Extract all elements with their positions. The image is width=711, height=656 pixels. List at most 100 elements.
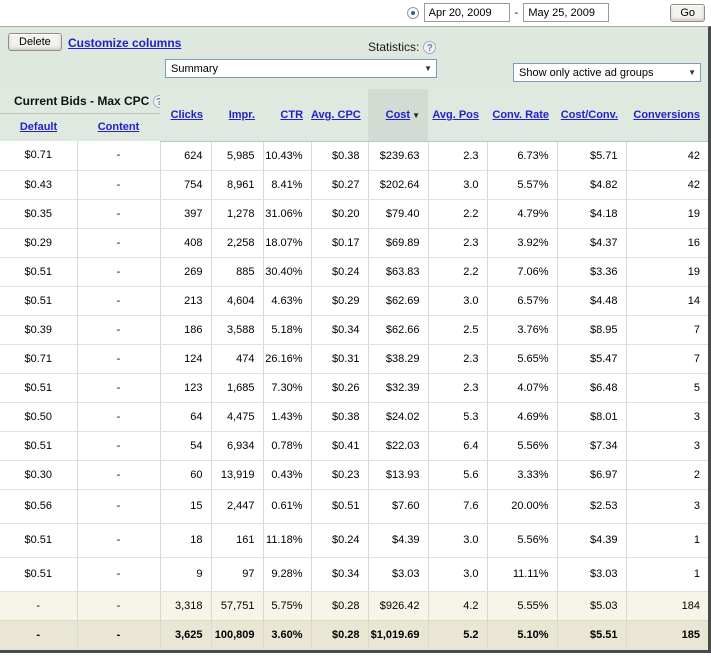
table-cell: 3.76% — [487, 315, 558, 345]
table-cell: 161 — [211, 523, 264, 558]
table-cell: 100,809 — [211, 620, 264, 649]
table-cell: 5.56% — [487, 523, 558, 558]
table-cell: 1 — [626, 523, 709, 558]
sort-default-bid-link[interactable]: Default — [19, 121, 58, 134]
sort-conv-rate-link[interactable]: Conv. Rate — [492, 108, 550, 121]
table-cell: - — [77, 557, 161, 592]
table-cell: 124 — [160, 344, 212, 374]
table-cell: 64 — [160, 402, 212, 432]
table-cell: 10.43% — [263, 141, 312, 171]
table-cell: 2.3 — [428, 344, 488, 374]
group-header-max-cpc: Current Bids - Max CPC ? — [0, 89, 161, 114]
summary-dropdown-value: Summary — [171, 62, 219, 75]
table-cell: 2.2 — [428, 199, 488, 229]
table-cell: 9 — [160, 557, 212, 592]
table-cell: $6.97 — [557, 460, 627, 490]
table-cell: $239.63 — [368, 141, 429, 171]
table-cell: 5.6 — [428, 460, 488, 490]
table-cell: $32.39 — [368, 373, 429, 403]
table-cell: 3,318 — [160, 591, 212, 621]
table-row: $0.50-64 4,475 1.43% $0.38 $24.02 5.3 4.69% $8.… — [0, 402, 709, 432]
sort-clicks-link[interactable]: Clicks — [170, 108, 204, 121]
sort-avg-pos-link[interactable]: Avg. Pos — [432, 108, 480, 121]
end-date-input[interactable] — [523, 3, 610, 22]
table-cell: 3,625 — [160, 620, 212, 649]
statistics-panel: Delete Customize columns Statistics: ? S… — [0, 26, 711, 653]
table-row: $0.71-124 474 26.16% $0.31 $38.29 2.3 5.65% $5.… — [0, 344, 709, 374]
sort-conversions-link[interactable]: Conversions — [633, 108, 701, 121]
table-cell: $3.03 — [368, 557, 429, 592]
table-cell: - — [77, 315, 161, 345]
table-cell: 54 — [160, 431, 212, 461]
start-date-input[interactable] — [423, 3, 510, 22]
sort-cost-conv-link[interactable]: Cost/Conv. — [560, 108, 619, 121]
table-cell: 3.0 — [428, 286, 488, 316]
table-cell: $4.18 — [557, 199, 627, 229]
max-cpc-help-icon[interactable]: ? — [152, 94, 161, 108]
column-header-content-bid: Content — [77, 113, 161, 141]
table-row: $0.43-754 8,961 8.41% $0.27 $202.64 3.0 5.57% $… — [0, 170, 709, 200]
table-cell: 8,961 — [211, 170, 264, 200]
table-row: $0.51-213 4,604 4.63% $0.29 $62.69 3.0 6.57% $4… — [0, 286, 709, 316]
table-row: $0.51-54 6,934 0.78% $0.41 $22.03 6.4 5.56% $7.… — [0, 431, 709, 461]
table-row: $0.56-15 2,447 0.61% $0.51 $7.60 7.6 20.00% $2.… — [0, 489, 709, 524]
sort-content-bid-link[interactable]: Content — [97, 121, 140, 134]
table-cell: $0.26 — [311, 373, 369, 403]
table-cell: $202.64 — [368, 170, 429, 200]
summary-dropdown[interactable]: Summary ▼ — [165, 59, 437, 78]
table-cell: $0.28 — [311, 620, 369, 649]
table-cell: $4.39 — [557, 523, 627, 558]
table-cell: $0.23 — [311, 460, 369, 490]
table-cell: $1,019.69 — [368, 620, 429, 649]
table-cell: - — [77, 373, 161, 403]
table-cell: $0.39 — [0, 315, 78, 345]
table-cell: 16 — [626, 228, 709, 258]
table-row: $0.51-18 161 11.18% $0.24 $4.39 3.0 5.56% $4.39… — [0, 523, 709, 558]
table-cell: $0.51 — [0, 523, 78, 558]
table-cell: 5.18% — [263, 315, 312, 345]
table-cell: $24.02 — [368, 402, 429, 432]
table-cell: $62.69 — [368, 286, 429, 316]
table-cell: 3 — [626, 402, 709, 432]
sort-ctr-link[interactable]: CTR — [280, 108, 304, 121]
table-cell: 4,475 — [211, 402, 264, 432]
ad-group-filter-dropdown[interactable]: Show only active ad groups ▼ — [513, 63, 701, 82]
customize-columns-link[interactable]: Customize columns — [68, 36, 182, 50]
go-button[interactable]: Go — [670, 3, 705, 22]
table-cell: $0.71 — [0, 344, 78, 374]
table-cell: 123 — [160, 373, 212, 403]
table-cell: 6.57% — [487, 286, 558, 316]
table-body: $0.71-624 5,985 10.43% $0.38 $239.63 2.3 6.73%… — [0, 141, 709, 649]
sort-cost-link[interactable]: Cost — [385, 108, 411, 121]
table-cell: 5.10% — [487, 620, 558, 649]
sort-impressions-link[interactable]: Impr. — [228, 108, 256, 121]
statistics-help-icon[interactable]: ? — [423, 40, 437, 54]
table-cell: 4.79% — [487, 199, 558, 229]
table-cell: 8.41% — [263, 170, 312, 200]
table-cell: 19 — [626, 199, 709, 229]
filter-dropdown-value: Show only active ad groups — [519, 66, 654, 79]
table-cell: $4.37 — [557, 228, 627, 258]
table-cell: $0.34 — [311, 315, 369, 345]
table-cell: 5.75% — [263, 591, 312, 621]
table-cell: $4.48 — [557, 286, 627, 316]
table-cell: $63.83 — [368, 257, 429, 287]
table-cell: 2.5 — [428, 315, 488, 345]
table-cell: 624 — [160, 141, 212, 171]
delete-button[interactable]: Delete — [8, 33, 62, 51]
table-cell: 42 — [626, 170, 709, 200]
table-cell: 3.0 — [428, 557, 488, 592]
table-cell: 2,447 — [211, 489, 264, 524]
date-range-controls: - Go — [406, 3, 705, 22]
table-cell: 1,278 — [211, 199, 264, 229]
table-cell: 2.3 — [428, 228, 488, 258]
table-cell: $0.24 — [311, 523, 369, 558]
table-cell: $3.36 — [557, 257, 627, 287]
table-cell: 42 — [626, 141, 709, 171]
sort-avg-cpc-link[interactable]: Avg. CPC — [311, 108, 361, 121]
table-cell: $7.34 — [557, 431, 627, 461]
date-range-radio[interactable] — [406, 6, 419, 19]
table-cell: $6.48 — [557, 373, 627, 403]
table-cell: 5 — [626, 373, 709, 403]
table-cell: - — [77, 431, 161, 461]
